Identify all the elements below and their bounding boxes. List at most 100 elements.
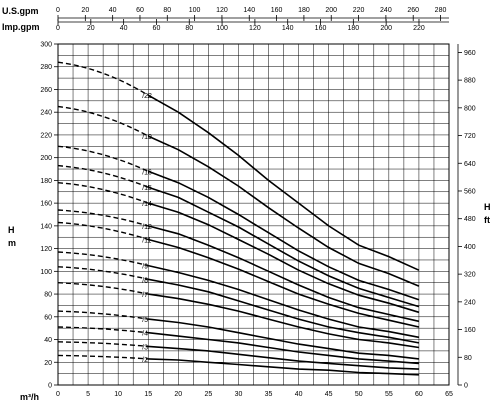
top-impgpm-tick-label: 100 (216, 25, 228, 32)
top-impgpm-tick-label: 20 (87, 25, 95, 32)
top-impgpm-tick-label: 180 (347, 25, 359, 32)
left-axis-title-m: m (8, 238, 16, 248)
curve-solid-7 (148, 293, 420, 349)
x-tick-label: 30 (235, 391, 243, 398)
top-usgpm-tick-label: 220 (353, 7, 365, 14)
right-tick-label: 640 (464, 161, 476, 168)
top-usgpm-tick-label: 200 (325, 7, 337, 14)
top-impgpm-tick-label: 40 (120, 25, 128, 32)
top-usgpm-tick-label: 120 (216, 7, 228, 14)
curve-label: /8 (142, 277, 148, 284)
top-usgpm-tick-label: 100 (189, 7, 201, 14)
curve-solid-8 (148, 278, 420, 344)
top-usgpm-tick-label: 180 (298, 7, 310, 14)
top-usgpm-tick-label: 0 (56, 7, 60, 14)
top-usgpm-tick-label: 60 (136, 7, 144, 14)
right-tick-label: 400 (464, 244, 476, 251)
curve-dashed-3 (57, 341, 149, 348)
right-tick-label: 160 (464, 327, 476, 334)
x-tick-label: 40 (295, 391, 303, 398)
top-usgpm-axis-title: U.S.gpm (2, 6, 39, 16)
right-tick-label: 720 (464, 133, 476, 140)
axes-group: 0 5 10 15 20 25 30 35 40 45 50 55 60 65 0 20 40 60 80 100 12… (40, 7, 475, 398)
y-tick-label: 300 (40, 42, 52, 49)
x-tick-label: 55 (385, 391, 393, 398)
y-tick-label: 180 (40, 178, 52, 185)
y-tick-label: 220 (40, 132, 52, 139)
curve-dashed-12 (57, 209, 149, 227)
right-tick-label: 480 (464, 216, 476, 223)
curve-dashed-14 (57, 182, 149, 204)
curve-solid-16 (147, 170, 420, 301)
right-tick-label: 560 (464, 188, 476, 195)
curve-label: /15 (142, 185, 152, 192)
curve-solid-19 (147, 135, 420, 287)
y-tick-label: 260 (40, 87, 52, 94)
top-usgpm-tick-label: 260 (407, 7, 419, 14)
x-tick-label: 15 (144, 391, 152, 398)
right-tick-label: 80 (464, 355, 472, 362)
top-usgpm-tick-label: 80 (163, 7, 171, 14)
curve-solid-12 (147, 225, 420, 323)
x-tick-label: 35 (265, 391, 273, 398)
top-usgpm-tick-label: 20 (81, 7, 89, 14)
x-tick-label: 65 (445, 391, 453, 398)
curve-label: /12 (142, 224, 152, 231)
x-tick-label: 20 (174, 391, 182, 398)
curve-label: /2 (142, 357, 148, 364)
x-tick-label: 50 (355, 391, 363, 398)
axis-titles: U.S.gpm Imp.gpm H m H ft m³/h (2, 6, 491, 402)
y-tick-label: 160 (40, 201, 52, 208)
y-tick-label: 100 (40, 269, 52, 276)
x-tick-label: 5 (86, 391, 90, 398)
curve-solid-2 (148, 358, 419, 376)
y-tick-label: 20 (44, 360, 52, 367)
curve-solid-11 (147, 238, 420, 328)
curve-label: /3 (142, 344, 148, 351)
top-impgpm-tick-label: 200 (380, 25, 392, 32)
curve-dashed-7 (57, 282, 149, 295)
curve-label: /7 (142, 292, 148, 299)
curve-label: /14 (142, 201, 152, 208)
top-impgpm-tick-label: 120 (249, 25, 261, 32)
right-tick-label: 960 (464, 50, 476, 57)
left-axis-title-h: H (8, 225, 15, 235)
x-tick-label: 45 (325, 391, 333, 398)
bottom-axis-title: m³/h (20, 392, 39, 402)
curve-solid-22 (147, 94, 420, 271)
curve-dashed-5 (57, 310, 149, 320)
y-tick-label: 240 (40, 110, 52, 117)
right-axis-title-h: H (484, 202, 491, 212)
curve-label: /5 (142, 317, 148, 324)
top-impgpm-tick-label: 60 (153, 25, 161, 32)
y-tick-label: 80 (44, 292, 52, 299)
curves-group: /22/19/16/15/14/12/11/9/8/7/5/4/3/2 (57, 61, 420, 376)
top-usgpm-tick-label: 40 (109, 7, 117, 14)
right-tick-label: 880 (464, 78, 476, 85)
curve-dashed-2 (57, 354, 149, 360)
curve-label: /16 (142, 169, 152, 176)
right-tick-label: 0 (464, 383, 468, 390)
top-impgpm-tick-label: 0 (56, 25, 60, 32)
top-usgpm-tick-label: 280 (435, 7, 447, 14)
grid (57, 43, 450, 386)
right-tick-label: 240 (464, 299, 476, 306)
curve-label: /22 (142, 93, 152, 100)
y-tick-label: 200 (40, 155, 52, 162)
top-impgpm-tick-label: 160 (315, 25, 327, 32)
curve-label: /9 (142, 264, 148, 271)
y-tick-label: 120 (40, 246, 52, 253)
y-tick-label: 280 (40, 64, 52, 71)
top-impgpm-tick-label: 80 (185, 25, 193, 32)
right-axis-title-ft: ft (484, 215, 490, 225)
top-usgpm-tick-label: 240 (380, 7, 392, 14)
curve-solid-9 (148, 264, 420, 339)
right-tick-label: 320 (464, 272, 476, 279)
top-impgpm-tick-label: 220 (413, 25, 425, 32)
top-impgpm-tick-label: 140 (282, 25, 294, 32)
x-tick-label: 10 (114, 391, 122, 398)
x-tick-label: 0 (56, 391, 60, 398)
right-tick-label: 800 (464, 105, 476, 112)
curve-solid-15 (147, 186, 420, 308)
